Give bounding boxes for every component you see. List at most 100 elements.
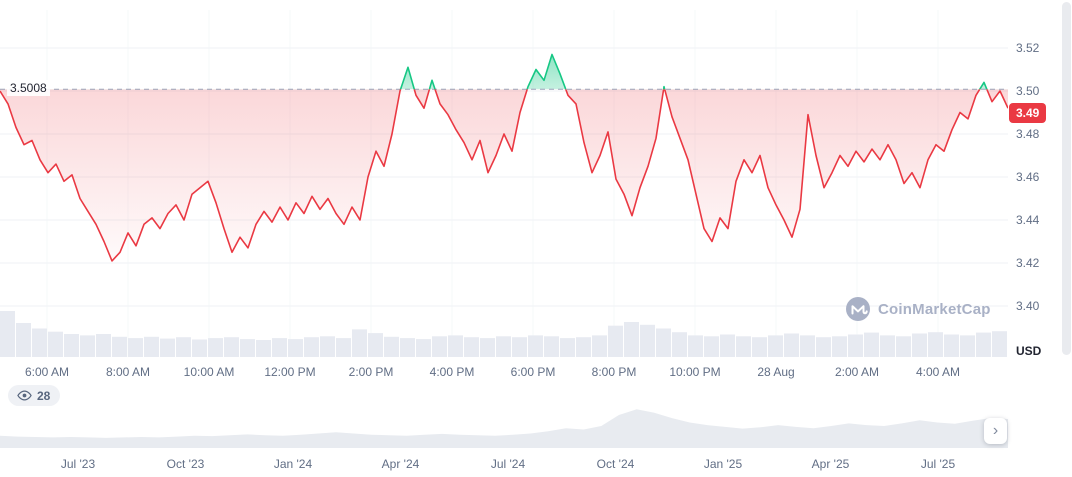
volume-bar bbox=[192, 339, 207, 357]
volume-bar bbox=[256, 340, 271, 357]
volume-bar bbox=[832, 336, 847, 357]
volume-bar bbox=[160, 338, 175, 357]
eye-icon bbox=[17, 390, 32, 401]
timeline-minimap-canvas[interactable] bbox=[0, 404, 1008, 448]
volume-bar bbox=[896, 336, 911, 357]
last-price-badge: 3.49 bbox=[1009, 102, 1047, 123]
x-axis-label: 4:00 PM bbox=[429, 365, 475, 379]
minimap-axis-label: Jul '23 bbox=[60, 457, 96, 471]
volume-bar bbox=[768, 335, 783, 357]
x-axis-label: 6:00 AM bbox=[24, 365, 70, 379]
volume-bar bbox=[928, 332, 943, 357]
volume-bar bbox=[880, 335, 895, 357]
volume-bar bbox=[704, 336, 719, 357]
volume-bar bbox=[144, 336, 159, 357]
y-axis-label: 3.44 bbox=[1016, 213, 1040, 227]
watermark-text: CoinMarketCap bbox=[878, 300, 991, 318]
volume-bar bbox=[624, 322, 639, 357]
volume-bar bbox=[688, 335, 703, 357]
volume-bar bbox=[864, 332, 879, 357]
volume-bar bbox=[240, 339, 255, 357]
volume-bar bbox=[720, 334, 735, 357]
volume-bar bbox=[432, 336, 447, 357]
volume-bar bbox=[976, 332, 991, 357]
minimap-next-button[interactable]: › bbox=[984, 418, 1007, 444]
volume-bar bbox=[400, 338, 415, 357]
minimap-axis-label: Jan '25 bbox=[703, 457, 743, 471]
volume-bar bbox=[336, 338, 351, 357]
minimap-axis-label: Apr '25 bbox=[811, 457, 850, 471]
y-axis-label: 3.46 bbox=[1016, 170, 1040, 184]
minimap-area bbox=[0, 409, 1008, 448]
volume-bar bbox=[448, 335, 463, 357]
minimap-axis: Jul '23 Oct '23 Jan '24 Apr '24 Jul '24 Oct '… bbox=[0, 457, 1008, 475]
y-axis-label: 3.50 bbox=[1016, 84, 1040, 98]
volume-bar bbox=[672, 332, 687, 357]
y-axis-label: 3.48 bbox=[1016, 127, 1040, 141]
volume-bar bbox=[848, 334, 863, 357]
x-axis-label: 8:00 PM bbox=[591, 365, 637, 379]
volume-bar bbox=[960, 335, 975, 357]
volume-bar bbox=[800, 335, 815, 357]
y-axis: USD 3.52 3.50 3.48 3.46 3.44 3.42 3.40 bbox=[1008, 0, 1072, 360]
volume-bar bbox=[384, 336, 399, 357]
scrollbar-thumb[interactable] bbox=[1062, 2, 1071, 355]
volume-bar bbox=[128, 338, 143, 357]
y-axis-label: 3.40 bbox=[1016, 299, 1040, 313]
x-axis-label: 6:00 PM bbox=[510, 365, 556, 379]
volume-bar bbox=[656, 328, 671, 357]
x-axis-label: 4:00 AM bbox=[915, 365, 961, 379]
coinmarketcap-logo-icon bbox=[846, 297, 870, 321]
volume-bar bbox=[0, 311, 15, 357]
volume-bar bbox=[992, 331, 1007, 357]
volume-bar bbox=[608, 325, 623, 357]
x-axis-label: 2:00 PM bbox=[348, 365, 394, 379]
price-area-below bbox=[0, 89, 1008, 261]
volume-bar bbox=[816, 337, 831, 357]
volume-bar bbox=[640, 324, 655, 357]
volume-bar bbox=[416, 339, 431, 357]
minimap-axis-label: Apr '24 bbox=[381, 457, 420, 471]
volume-bar bbox=[48, 331, 63, 357]
minimap-axis-label: Jul '24 bbox=[490, 457, 526, 471]
x-axis-label: 28 Aug bbox=[757, 365, 795, 379]
y-axis-label: 3.52 bbox=[1016, 41, 1040, 55]
volume-bar bbox=[544, 336, 559, 357]
minimap-axis-label: Oct '23 bbox=[166, 457, 205, 471]
volume-bar bbox=[464, 337, 479, 357]
volume-bar bbox=[944, 334, 959, 357]
volume-bar bbox=[64, 334, 79, 357]
x-axis-label: 2:00 AM bbox=[834, 365, 880, 379]
volume-bar bbox=[480, 338, 495, 357]
price-area-above bbox=[400, 54, 987, 90]
coinmarketcap-watermark: CoinMarketCap bbox=[845, 296, 991, 322]
volume-bar bbox=[784, 333, 799, 357]
volume-bar bbox=[80, 335, 95, 357]
price-chart-canvas[interactable] bbox=[0, 0, 1008, 357]
volume-bar bbox=[560, 338, 575, 357]
watchers-badge: 28 bbox=[8, 385, 61, 406]
x-axis: 6:00 AM 8:00 AM 10:00 AM 12:00 PM 2:00 PM 4:0… bbox=[0, 365, 1008, 383]
volume-bar bbox=[32, 328, 47, 357]
minimap-axis-label: Jan '24 bbox=[273, 457, 313, 471]
volume-bar bbox=[224, 337, 239, 357]
price-line-down bbox=[0, 89, 1008, 262]
x-axis-label: 10:00 AM bbox=[183, 365, 235, 379]
volume-bar bbox=[352, 329, 367, 357]
x-axis-label: 12:00 PM bbox=[264, 365, 316, 379]
volume-bar bbox=[368, 333, 383, 357]
volume-bar bbox=[304, 337, 319, 357]
reference-price-label: 3.5008 bbox=[7, 80, 50, 97]
volume-bar bbox=[496, 336, 511, 357]
volume-bar bbox=[208, 338, 223, 357]
volume-bar bbox=[576, 337, 591, 357]
x-axis-label: 8:00 AM bbox=[105, 365, 151, 379]
y-axis-label: 3.42 bbox=[1016, 256, 1040, 270]
volume-bar bbox=[112, 336, 127, 357]
volume-bar bbox=[96, 334, 111, 357]
volume-bar bbox=[16, 323, 31, 357]
volume-bar bbox=[512, 337, 527, 357]
watchers-count: 28 bbox=[37, 388, 51, 403]
minimap-axis-label: Jul '25 bbox=[920, 457, 956, 471]
